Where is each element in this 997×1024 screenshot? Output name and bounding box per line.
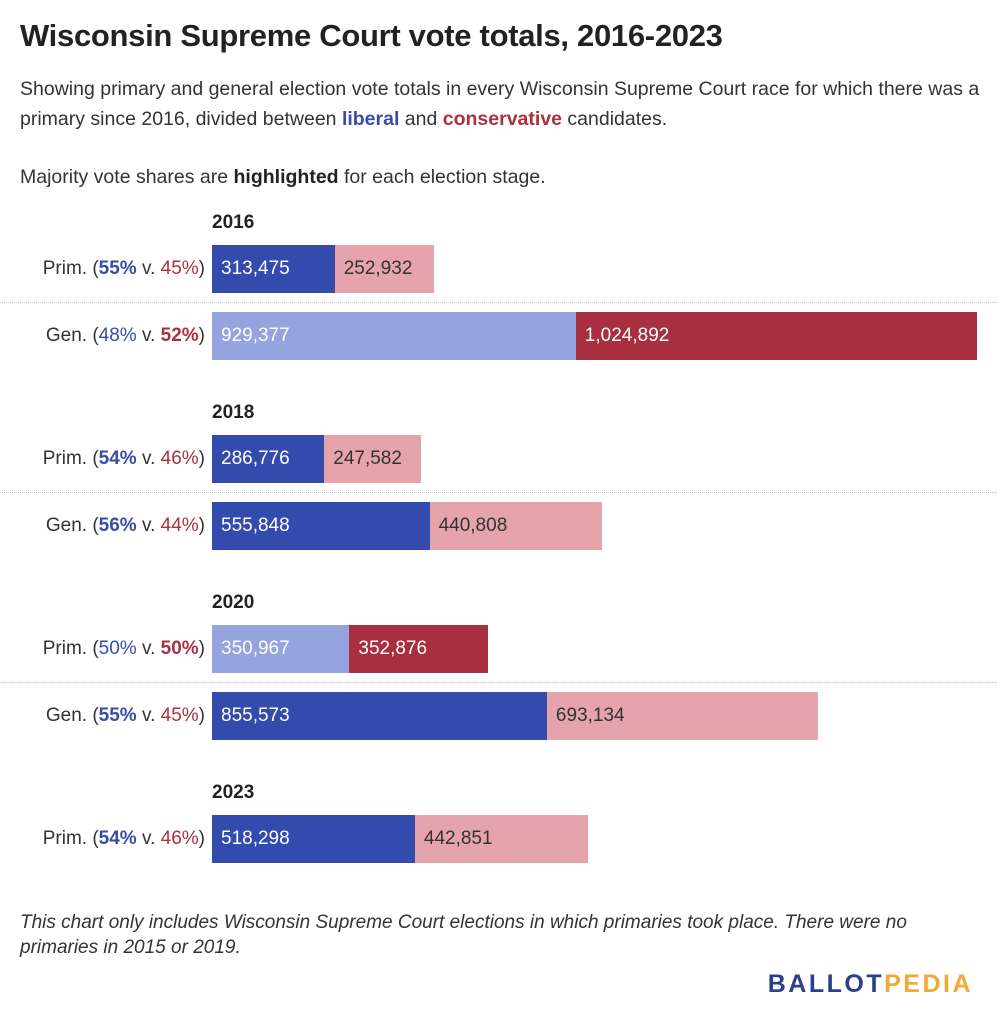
paren-close: ) — [198, 258, 205, 279]
stage-label: Prim. — [42, 638, 88, 659]
paren-open: ( — [87, 828, 99, 849]
note-intro: Majority vote shares are — [20, 166, 234, 188]
paren-open: ( — [87, 705, 99, 726]
subtitle-and: and — [399, 108, 443, 130]
versus-label: v. — [136, 515, 161, 536]
liberal-bar: 350,967 — [212, 625, 350, 673]
conservative-percent: 46% — [160, 448, 199, 469]
year-label: 2016 — [212, 212, 255, 233]
conservative-percent: 52% — [160, 325, 199, 346]
stage-label: Prim. — [42, 448, 88, 469]
year-label: 2018 — [212, 402, 255, 423]
versus-label: v. — [136, 638, 161, 659]
stage-label: Prim. — [42, 258, 88, 279]
paren-close: ) — [198, 515, 205, 536]
row-label: Gen. (48% v. 52%) — [46, 312, 205, 360]
ballotpedia-logo[interactable]: BALLOTPEDIA — [768, 970, 973, 999]
liberal-percent: 54% — [98, 828, 137, 849]
logo-ballot: BALLOT — [767, 970, 885, 998]
row-label: Prim. (54% v. 46%) — [43, 815, 205, 863]
liberal-percent: 55% — [98, 705, 137, 726]
paren-close: ) — [198, 705, 205, 726]
versus-label: v. — [136, 828, 161, 849]
liberal-percent: 50% — [98, 638, 137, 659]
versus-label: v. — [136, 448, 161, 469]
logo-pedia: PEDIA — [884, 970, 973, 998]
row-divider — [0, 302, 997, 303]
liberal-bar: 555,848 — [212, 502, 430, 550]
note-end: for each election stage. — [338, 166, 546, 188]
paren-close: ) — [198, 325, 205, 346]
conservative-percent: 45% — [160, 705, 199, 726]
paren-open: ( — [87, 638, 99, 659]
highlight-note: Majority vote shares are highlighted for… — [20, 166, 546, 189]
conservative-bar: 247,582 — [324, 435, 422, 483]
paren-open: ( — [87, 448, 99, 469]
year-label: 2020 — [212, 592, 255, 613]
liberal-bar: 313,475 — [212, 245, 335, 293]
paren-open: ( — [87, 325, 99, 346]
subtitle-conservative: conservative — [442, 108, 563, 130]
footnote: This chart only includes Wisconsin Supre… — [20, 912, 907, 958]
versus-label: v. — [136, 258, 161, 279]
row-divider — [0, 682, 997, 683]
stage-label: Gen. — [45, 325, 88, 346]
conservative-bar: 442,851 — [414, 815, 589, 863]
conservative-percent: 45% — [160, 258, 199, 279]
liberal-bar: 286,776 — [212, 435, 325, 483]
note-highlighted: highlighted — [233, 166, 339, 188]
conservative-percent: 46% — [160, 828, 199, 849]
versus-label: v. — [136, 705, 161, 726]
paren-close: ) — [198, 448, 205, 469]
conservative-percent: 50% — [160, 638, 199, 659]
row-label: Gen. (55% v. 45%) — [46, 692, 205, 740]
paren-open: ( — [87, 515, 99, 536]
liberal-bar: 929,377 — [212, 312, 576, 360]
liberal-percent: 54% — [98, 448, 137, 469]
subtitle-liberal: liberal — [341, 108, 400, 130]
paren-close: ) — [198, 828, 205, 849]
conservative-percent: 44% — [160, 515, 199, 536]
liberal-percent: 56% — [98, 515, 137, 536]
liberal-bar: 518,298 — [212, 815, 415, 863]
chart-subtitle: Showing primary and general election vot… — [20, 74, 980, 134]
row-divider — [0, 492, 997, 493]
chart-title: Wisconsin Supreme Court vote totals, 201… — [20, 18, 723, 53]
row-label: Gen. (56% v. 44%) — [46, 502, 205, 550]
liberal-bar: 855,573 — [212, 692, 547, 740]
stage-label: Gen. — [45, 705, 88, 726]
row-label: Prim. (54% v. 46%) — [43, 435, 205, 483]
liberal-percent: 48% — [98, 325, 137, 346]
subtitle-end: candidates. — [562, 108, 668, 130]
paren-open: ( — [87, 258, 99, 279]
subtitle-intro: Showing primary and general election vot… — [20, 78, 980, 130]
liberal-percent: 55% — [98, 258, 137, 279]
versus-label: v. — [136, 325, 161, 346]
conservative-bar: 440,808 — [429, 502, 603, 550]
year-label: 2023 — [212, 782, 255, 803]
conservative-bar: 252,932 — [334, 245, 434, 293]
conservative-bar: 1,024,892 — [575, 312, 977, 360]
conservative-bar: 693,134 — [546, 692, 819, 740]
stage-label: Gen. — [45, 515, 88, 536]
row-label: Prim. (55% v. 45%) — [43, 245, 205, 293]
row-label: Prim. (50% v. 50%) — [43, 625, 205, 673]
conservative-bar: 352,876 — [349, 625, 488, 673]
stage-label: Prim. — [42, 828, 88, 849]
paren-close: ) — [198, 638, 205, 659]
